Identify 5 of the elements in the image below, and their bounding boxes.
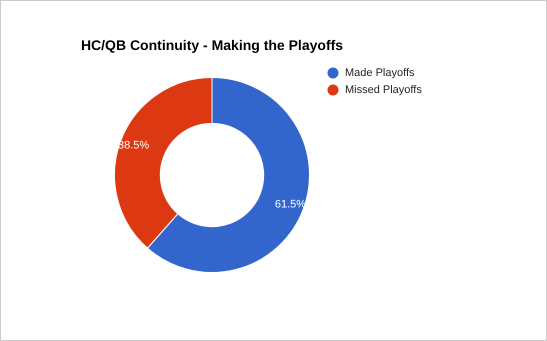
legend-label: Missed Playoffs xyxy=(345,84,422,96)
legend-label: Made Playoffs xyxy=(345,67,415,80)
data-label: 38.5% xyxy=(118,139,150,152)
data-label: 61.5% xyxy=(274,198,306,211)
chart-title: HC/QB Continuity - Making the Playoffs xyxy=(80,36,344,53)
